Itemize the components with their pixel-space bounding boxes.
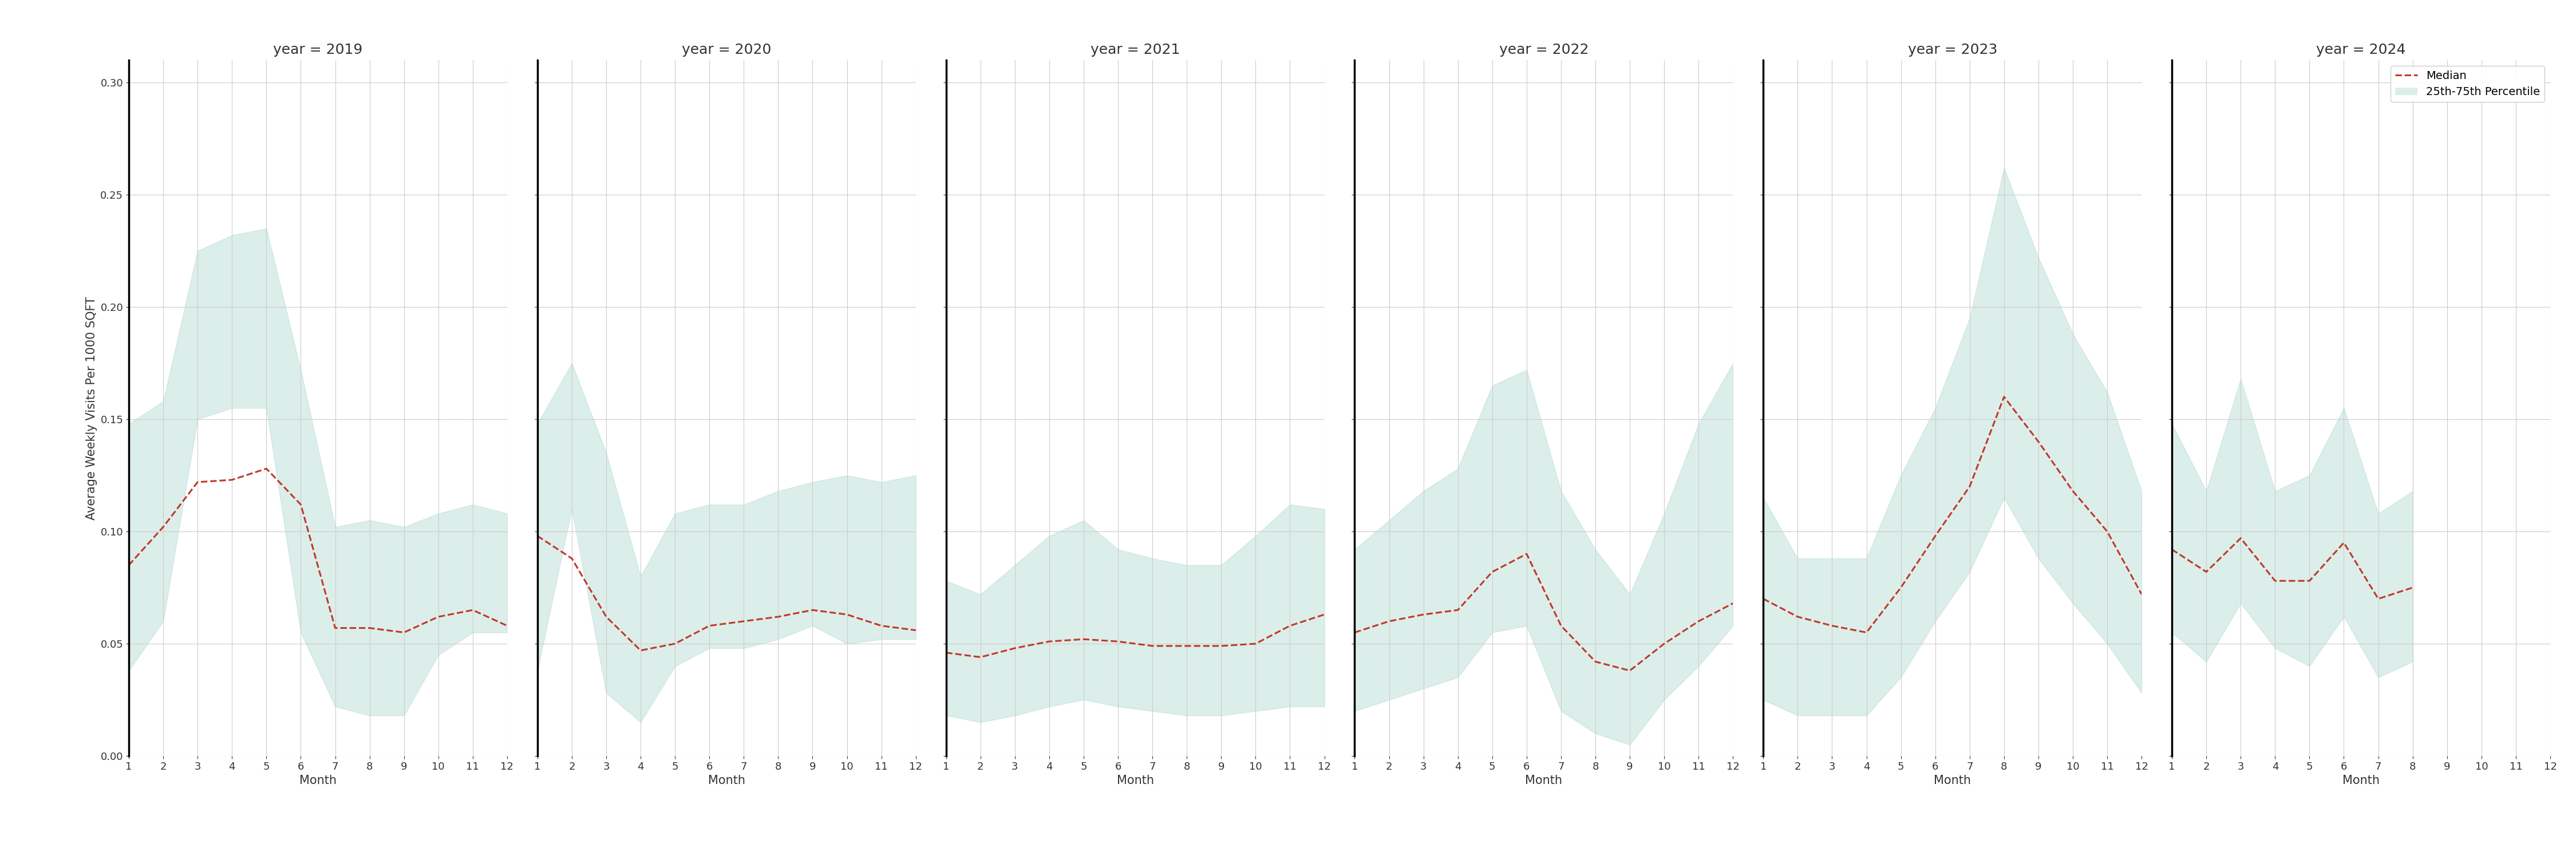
- Median: [1275, 620, 1306, 631]
- Median: [1309, 609, 1340, 619]
- X-axis label: Month: Month: [1115, 775, 1154, 787]
- Median: [1886, 582, 1917, 593]
- Median: [1340, 627, 1370, 637]
- Median: [1206, 641, 1236, 651]
- Median: [2295, 576, 2326, 586]
- Line: Median: Median: [2172, 539, 2414, 599]
- Median: [1615, 666, 1646, 676]
- Median: [2125, 589, 2156, 600]
- Median: [183, 477, 214, 487]
- Median: [1172, 641, 1203, 651]
- Median: [1476, 567, 1507, 577]
- Median: [659, 638, 690, 649]
- Title: year = 2022: year = 2022: [1499, 43, 1589, 57]
- Median: [866, 620, 896, 631]
- Median: [930, 648, 961, 658]
- Median: [422, 612, 453, 622]
- Median: [999, 643, 1030, 654]
- Median: [2092, 527, 2123, 537]
- Median: [2190, 567, 2221, 577]
- Line: Median: Median: [1762, 397, 2141, 632]
- Title: year = 2021: year = 2021: [1090, 43, 1180, 57]
- Median: [389, 627, 420, 637]
- Median: [762, 612, 793, 622]
- Title: year = 2024: year = 2024: [2316, 43, 2406, 57]
- Median: [459, 605, 489, 615]
- X-axis label: Month: Month: [2342, 775, 2380, 787]
- Median: [216, 475, 247, 485]
- Median: [250, 464, 281, 474]
- Y-axis label: Average Weekly Visits Per 1000 SQFT: Average Weekly Visits Per 1000 SQFT: [85, 296, 98, 520]
- Median: [1718, 598, 1749, 608]
- Line: Median: Median: [538, 536, 917, 650]
- Median: [1409, 609, 1440, 619]
- Title: year = 2019: year = 2019: [273, 43, 363, 57]
- Median: [796, 605, 827, 615]
- Median: [2156, 545, 2187, 555]
- Median: [2259, 576, 2290, 586]
- Median: [1989, 392, 2020, 402]
- Median: [729, 616, 760, 626]
- Median: [2329, 538, 2360, 548]
- Median: [1816, 620, 1847, 631]
- Median: [1239, 638, 1270, 649]
- X-axis label: Month: Month: [1935, 775, 1971, 787]
- Median: [966, 652, 997, 662]
- Median: [2362, 594, 2393, 604]
- Median: [1069, 634, 1100, 644]
- Median: [1373, 616, 1404, 626]
- Median: [523, 531, 554, 541]
- Median: [590, 612, 621, 622]
- Median: [2398, 582, 2429, 593]
- Title: year = 2020: year = 2020: [683, 43, 770, 57]
- Median: [1546, 620, 1577, 631]
- Median: [492, 620, 523, 631]
- Median: [113, 560, 144, 570]
- Median: [1955, 481, 1986, 491]
- Median: [2058, 486, 2089, 497]
- Median: [693, 620, 724, 631]
- X-axis label: Month: Month: [299, 775, 337, 787]
- Median: [1579, 656, 1610, 667]
- Median: [1649, 638, 1680, 649]
- Median: [902, 625, 933, 636]
- X-axis label: Month: Month: [708, 775, 744, 787]
- Median: [1852, 627, 1883, 637]
- Line: Median: Median: [945, 614, 1324, 657]
- Title: year = 2023: year = 2023: [1909, 43, 1996, 57]
- Median: [1783, 612, 1814, 622]
- Median: [1033, 637, 1064, 647]
- Median: [2226, 533, 2257, 544]
- Median: [319, 623, 350, 633]
- Median: [556, 553, 587, 564]
- Median: [147, 521, 178, 532]
- Median: [286, 499, 317, 509]
- Line: Median: Median: [129, 469, 507, 632]
- Legend: Median, 25th-75th Percentile: Median, 25th-75th Percentile: [2391, 65, 2545, 102]
- Median: [832, 609, 863, 619]
- Median: [1919, 531, 1950, 541]
- Median: [626, 645, 657, 655]
- Median: [2022, 436, 2053, 447]
- Median: [1136, 641, 1167, 651]
- Median: [1682, 616, 1713, 626]
- Line: Median: Median: [1355, 554, 1734, 671]
- Median: [1443, 605, 1473, 615]
- X-axis label: Month: Month: [1525, 775, 1564, 787]
- Median: [1512, 549, 1543, 559]
- Median: [1747, 594, 1777, 604]
- Median: [353, 623, 384, 633]
- Median: [1103, 637, 1133, 647]
